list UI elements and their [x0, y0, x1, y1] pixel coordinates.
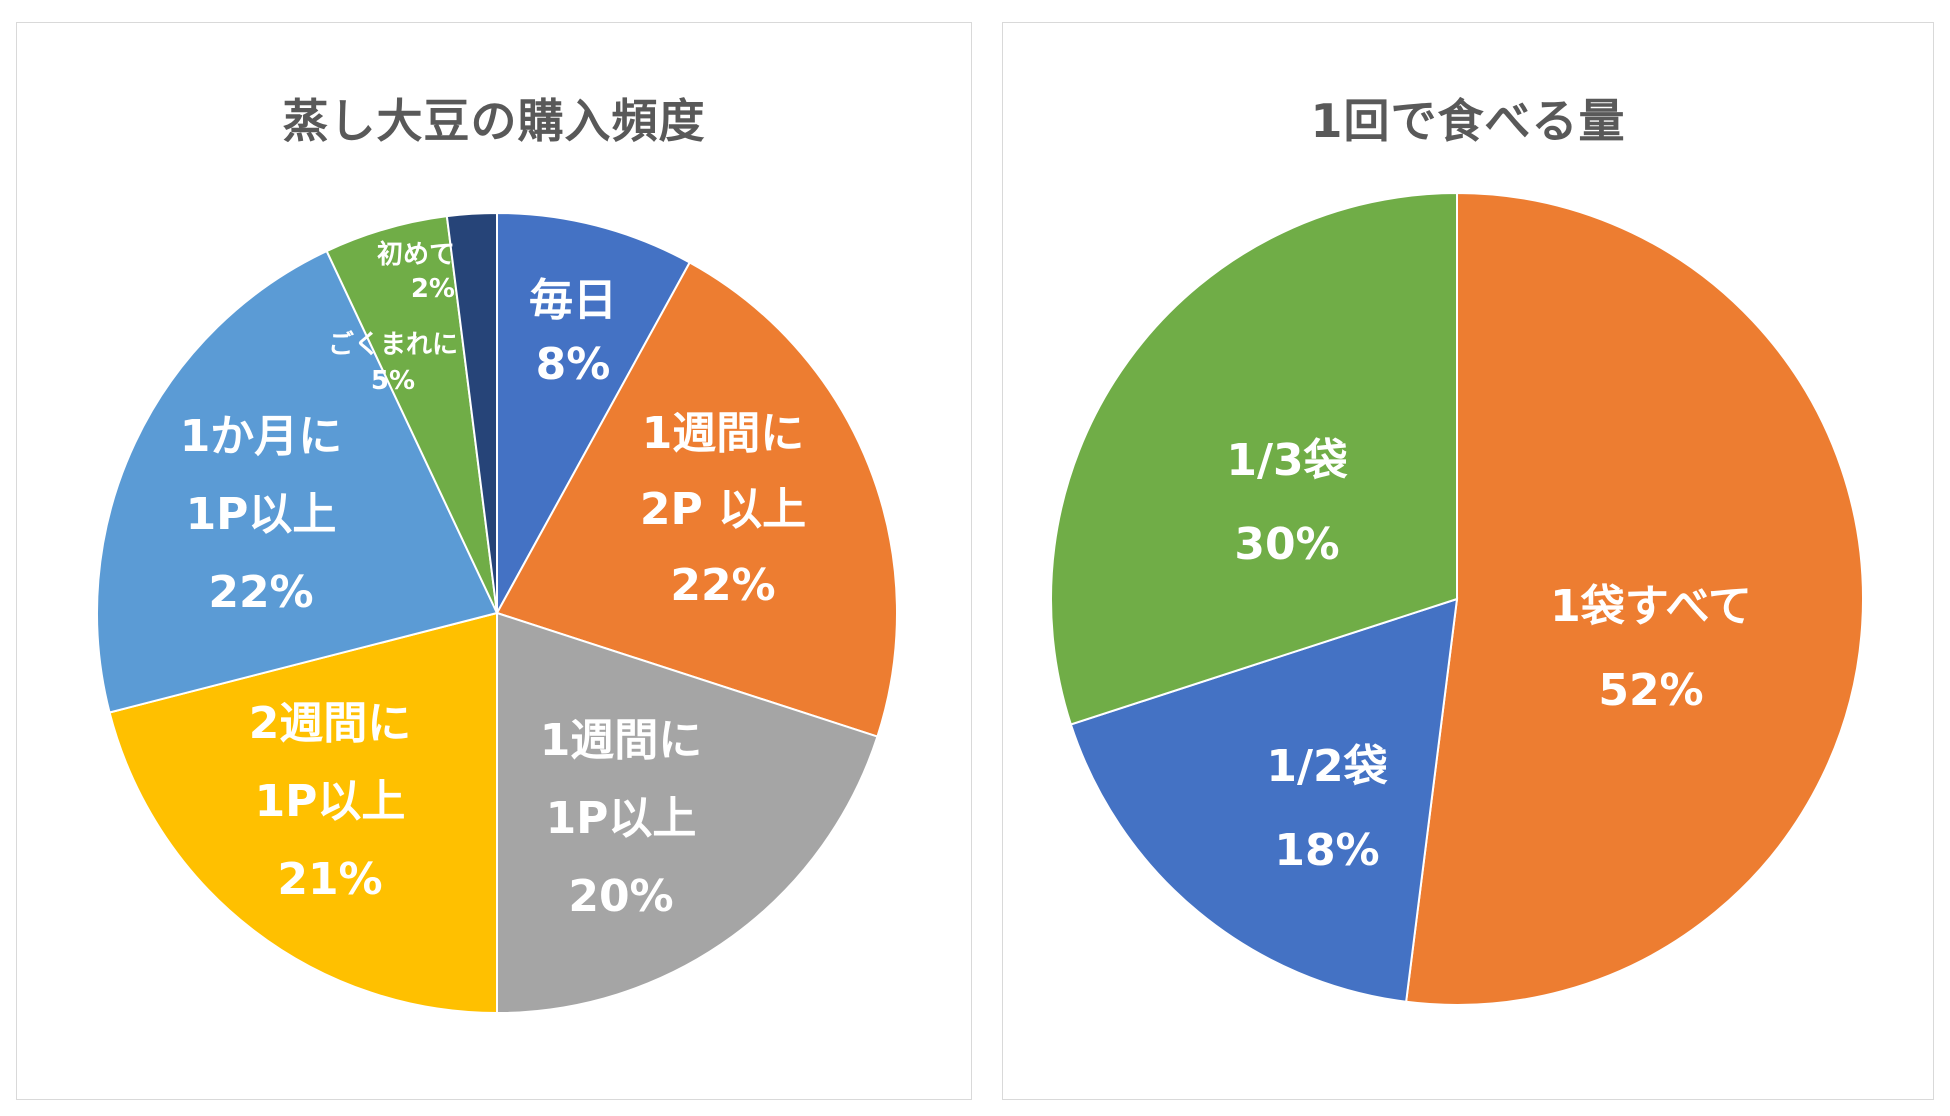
slice-data-label: 1週間に 2P 以上 22% — [640, 408, 806, 611]
slice-data-label: 1週間に 1P以上 20% — [540, 715, 703, 922]
slice-data-label: 1/2袋 18% — [1266, 741, 1387, 876]
slice-data-label: 2週間に 1P以上 21% — [249, 698, 412, 905]
pie-labels: 毎日 8% 1週間に 2P 以上 22% 1週間に 1P以上 20% 2週間に 1P以上 21% 1か… — [180, 240, 806, 922]
slice-data-label: 1袋すべて 52% — [1550, 581, 1752, 716]
pie-slice — [496, 211, 692, 614]
slice-data-label: 1/3袋 30% — [1226, 435, 1347, 570]
pie-slice — [1404, 191, 1864, 1006]
slice-data-label: ごくまれに 5% — [328, 329, 458, 396]
pie-chart-amount-per-serving: 1袋すべて 52% 1/2袋 18% 1/3袋 30% — [1050, 191, 1864, 1006]
chart-title: 蒸し大豆の購入頻度 — [282, 94, 706, 148]
slice-data-label: 初めて 2% — [377, 240, 455, 304]
pie-slice — [1050, 191, 1458, 726]
pie-slice — [96, 249, 499, 714]
pie-slices — [1050, 191, 1864, 1006]
pie-slice — [1069, 597, 1459, 1003]
pie-slice — [445, 211, 498, 614]
chart-panel-purchase-frequency: 蒸し大豆の購入頻度 毎日 8% 1週間に 2P 以上 22% 1週間に 1P以上 20% 2週間… — [16, 22, 972, 1100]
slice-data-label: 1か月に 1P以上 22% — [180, 411, 343, 618]
pie-slice — [495, 261, 898, 738]
pie-labels: 1袋すべて 52% 1/2袋 18% 1/3袋 30% — [1226, 435, 1752, 876]
slice-data-label: 毎日 8% — [529, 275, 617, 390]
chart-title: 1回で食べる量 — [1310, 94, 1626, 148]
pie-slices — [96, 211, 898, 1015]
pie-chart-purchase-frequency: 毎日 8% 1週間に 2P 以上 22% 1週間に 1P以上 20% 2週間に 1P以上 21% 1か… — [96, 211, 898, 1015]
pie-slice — [496, 611, 879, 1015]
pie-slice — [108, 611, 498, 1015]
chart-panel-amount-per-serving: 1回で食べる量 1袋すべて 52% 1/2袋 18% 1/3袋 30% — [1002, 22, 1934, 1100]
